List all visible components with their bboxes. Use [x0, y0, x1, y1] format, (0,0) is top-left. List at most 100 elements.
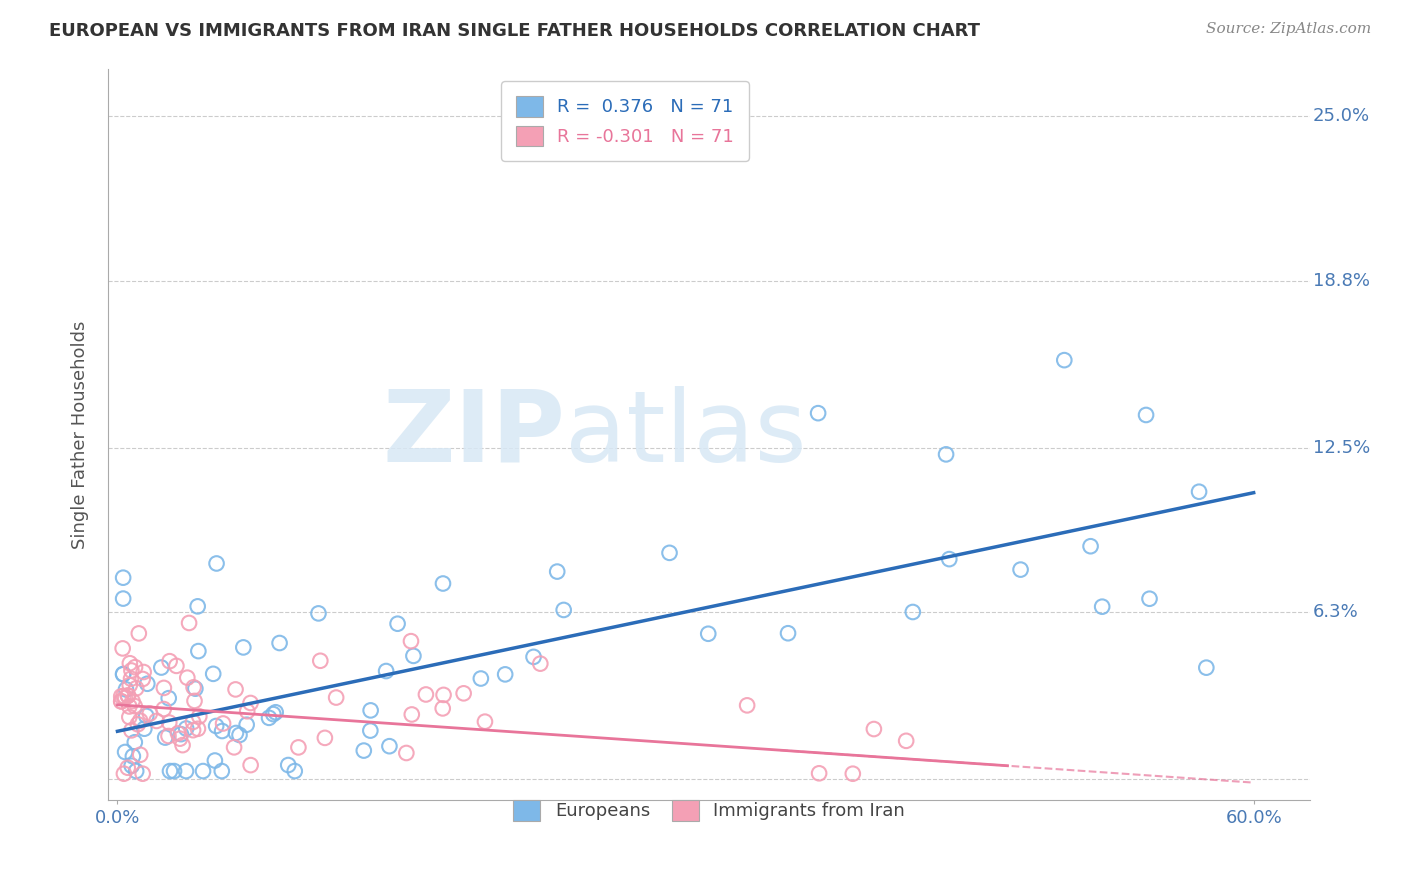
Point [935, 447, 957, 461]
Point [257, 711, 280, 725]
Point [205, 557, 228, 571]
Point [118, 657, 141, 671]
Point [124, 660, 146, 674]
Point [236, 704, 259, 718]
Point [145, 714, 167, 728]
Point [127, 717, 149, 731]
Point [177, 615, 200, 630]
Point [470, 672, 492, 686]
Point [191, 764, 214, 778]
Point [118, 699, 141, 714]
Point [378, 739, 401, 754]
Point [110, 690, 132, 704]
Text: 25.0%: 25.0% [1313, 107, 1369, 125]
Point [1091, 599, 1114, 614]
Point [118, 710, 141, 724]
Point [155, 731, 177, 745]
Point [658, 546, 681, 560]
Point [139, 706, 162, 721]
Point [184, 681, 207, 696]
Point [120, 664, 142, 678]
Point [228, 728, 250, 742]
Point [235, 717, 257, 731]
Point [399, 634, 422, 648]
Point [111, 641, 134, 656]
Point [117, 761, 139, 775]
Point [896, 734, 918, 748]
Point [211, 724, 233, 739]
Point [174, 764, 197, 778]
Point [150, 660, 173, 674]
Point [453, 686, 475, 700]
Point [153, 681, 176, 695]
Text: Source: ZipAtlas.com: Source: ZipAtlas.com [1205, 22, 1371, 37]
Point [152, 702, 174, 716]
Point [176, 671, 198, 685]
Point [353, 743, 375, 757]
Point [432, 576, 454, 591]
Text: atlas: atlas [565, 386, 807, 483]
Point [262, 707, 284, 722]
Point [901, 605, 924, 619]
Point [432, 688, 454, 702]
Point [129, 747, 152, 762]
Point [112, 591, 135, 606]
Point [432, 701, 454, 715]
Point [157, 691, 180, 706]
Point [131, 766, 153, 780]
Point [360, 703, 382, 717]
Point [395, 746, 418, 760]
Point [1080, 539, 1102, 553]
Point [205, 719, 228, 733]
Point [239, 758, 262, 772]
Point [264, 706, 287, 720]
Point [112, 667, 135, 681]
Point [211, 764, 233, 778]
Point [1053, 353, 1076, 368]
Point [163, 764, 186, 778]
Point [359, 723, 381, 738]
Point [172, 738, 194, 752]
Point [204, 754, 226, 768]
Point [1188, 484, 1211, 499]
Point [124, 735, 146, 749]
Text: ZIP: ZIP [382, 386, 565, 483]
Point [402, 648, 425, 663]
Point [415, 688, 437, 702]
Text: 6.3%: 6.3% [1313, 603, 1358, 621]
Point [202, 666, 225, 681]
Legend: Europeans, Immigrants from Iran: Europeans, Immigrants from Iran [499, 785, 920, 835]
Point [132, 665, 155, 679]
Point [135, 709, 157, 723]
Point [212, 716, 235, 731]
Point [863, 722, 886, 736]
Point [1139, 591, 1161, 606]
Point [546, 565, 568, 579]
Point [494, 667, 516, 681]
Point [183, 681, 205, 695]
Point [112, 766, 135, 780]
Point [187, 722, 209, 736]
Point [474, 714, 496, 729]
Point [225, 682, 247, 697]
Point [120, 672, 142, 686]
Point [117, 689, 139, 703]
Point [842, 766, 865, 780]
Point [115, 682, 138, 697]
Point [735, 698, 758, 713]
Point [269, 636, 291, 650]
Point [124, 699, 146, 714]
Point [309, 654, 332, 668]
Point [222, 740, 245, 755]
Point [232, 640, 254, 655]
Point [225, 726, 247, 740]
Point [128, 626, 150, 640]
Point [287, 740, 309, 755]
Point [159, 764, 181, 778]
Point [157, 729, 180, 743]
Point [136, 677, 159, 691]
Point [308, 607, 330, 621]
Point [159, 654, 181, 668]
Point [118, 678, 141, 692]
Point [1195, 661, 1218, 675]
